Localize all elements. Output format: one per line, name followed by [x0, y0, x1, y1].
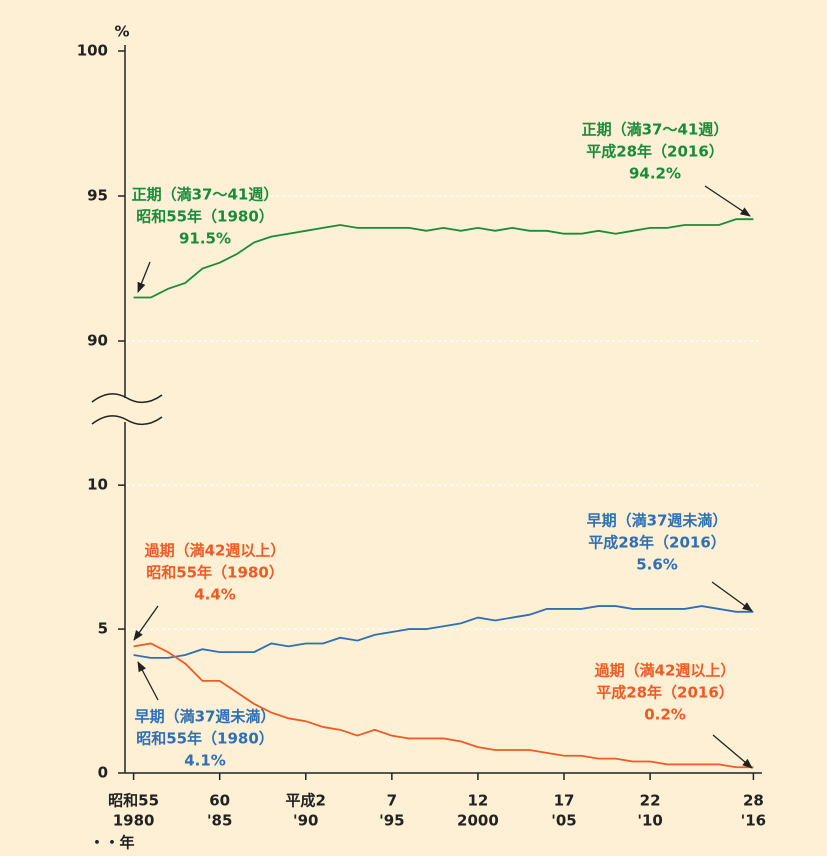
annotation-arrow [137, 661, 159, 701]
x-tick-label: 1980 [113, 812, 155, 830]
x-tick-label: '90 [293, 812, 318, 830]
annotation-text: 昭和55年（1980） [146, 564, 284, 582]
y-tick-label: 95 [87, 187, 108, 205]
axis-break [91, 415, 163, 426]
x-tick-label: 17 [554, 792, 575, 810]
annotation-text: 4.4% [194, 586, 236, 604]
y-axis-unit: % [114, 23, 129, 41]
annotation-text: 平成28年（2016） [596, 684, 734, 702]
annotation-arrow [133, 605, 159, 641]
annotation-text: 平成28年（2016） [588, 534, 726, 552]
annotation-text: 正期（満37〜41週） [582, 121, 729, 139]
annotation-arrow [137, 261, 151, 293]
annotation-text: 91.5% [179, 230, 231, 248]
y-tick-label: 5 [98, 620, 108, 638]
x-tick-label: 60 [209, 792, 230, 810]
annotation-text: 平成28年（2016） [586, 143, 724, 161]
annotation-text: 早期（満37週未満） [587, 512, 728, 530]
x-tick-label: '16 [741, 812, 766, 830]
y-tick-label: 10 [87, 476, 108, 494]
y-tick-label: 90 [87, 332, 108, 350]
x-tick-label: '85 [207, 812, 232, 830]
x-tick-label: 2000 [457, 812, 499, 830]
series-line [133, 218, 754, 299]
series-line [133, 642, 754, 769]
x-tick-label: 28 [743, 792, 764, 810]
x-tick-label: 7 [387, 792, 397, 810]
x-axis-label: ・・年 [89, 834, 134, 852]
annotation-text: 0.2% [644, 706, 686, 724]
annotation-text: 早期（満37週未満） [135, 708, 276, 726]
series-line [133, 605, 754, 659]
y-tick-label: 0 [98, 764, 108, 782]
x-tick-label: 昭和55 [108, 792, 159, 810]
x-tick-label: 12 [467, 792, 488, 810]
x-tick-label: 平成2 [286, 792, 326, 810]
annotation-text: 過期（満42週以上） [594, 662, 736, 680]
annotation-text: 94.2% [629, 165, 681, 183]
x-tick-label: '10 [637, 812, 662, 830]
x-tick-label: 22 [640, 792, 661, 810]
annotation-text: 5.6% [636, 556, 678, 574]
annotation-text: 昭和55年（1980） [136, 730, 274, 748]
annotation-arrow [711, 581, 753, 612]
annotation-arrow [704, 185, 751, 217]
annotation-text: 正期（満37〜41週） [132, 186, 279, 204]
annotation-text: 過期（満42週以上） [144, 542, 286, 560]
y-tick-label: 100 [77, 42, 108, 60]
axis-break [91, 393, 163, 404]
annotation-text: 昭和55年（1980） [136, 208, 274, 226]
x-tick-label: '95 [379, 812, 404, 830]
annotation-text: 4.1% [184, 752, 226, 770]
annotation-arrow [712, 734, 753, 769]
x-tick-label: '05 [551, 812, 576, 830]
